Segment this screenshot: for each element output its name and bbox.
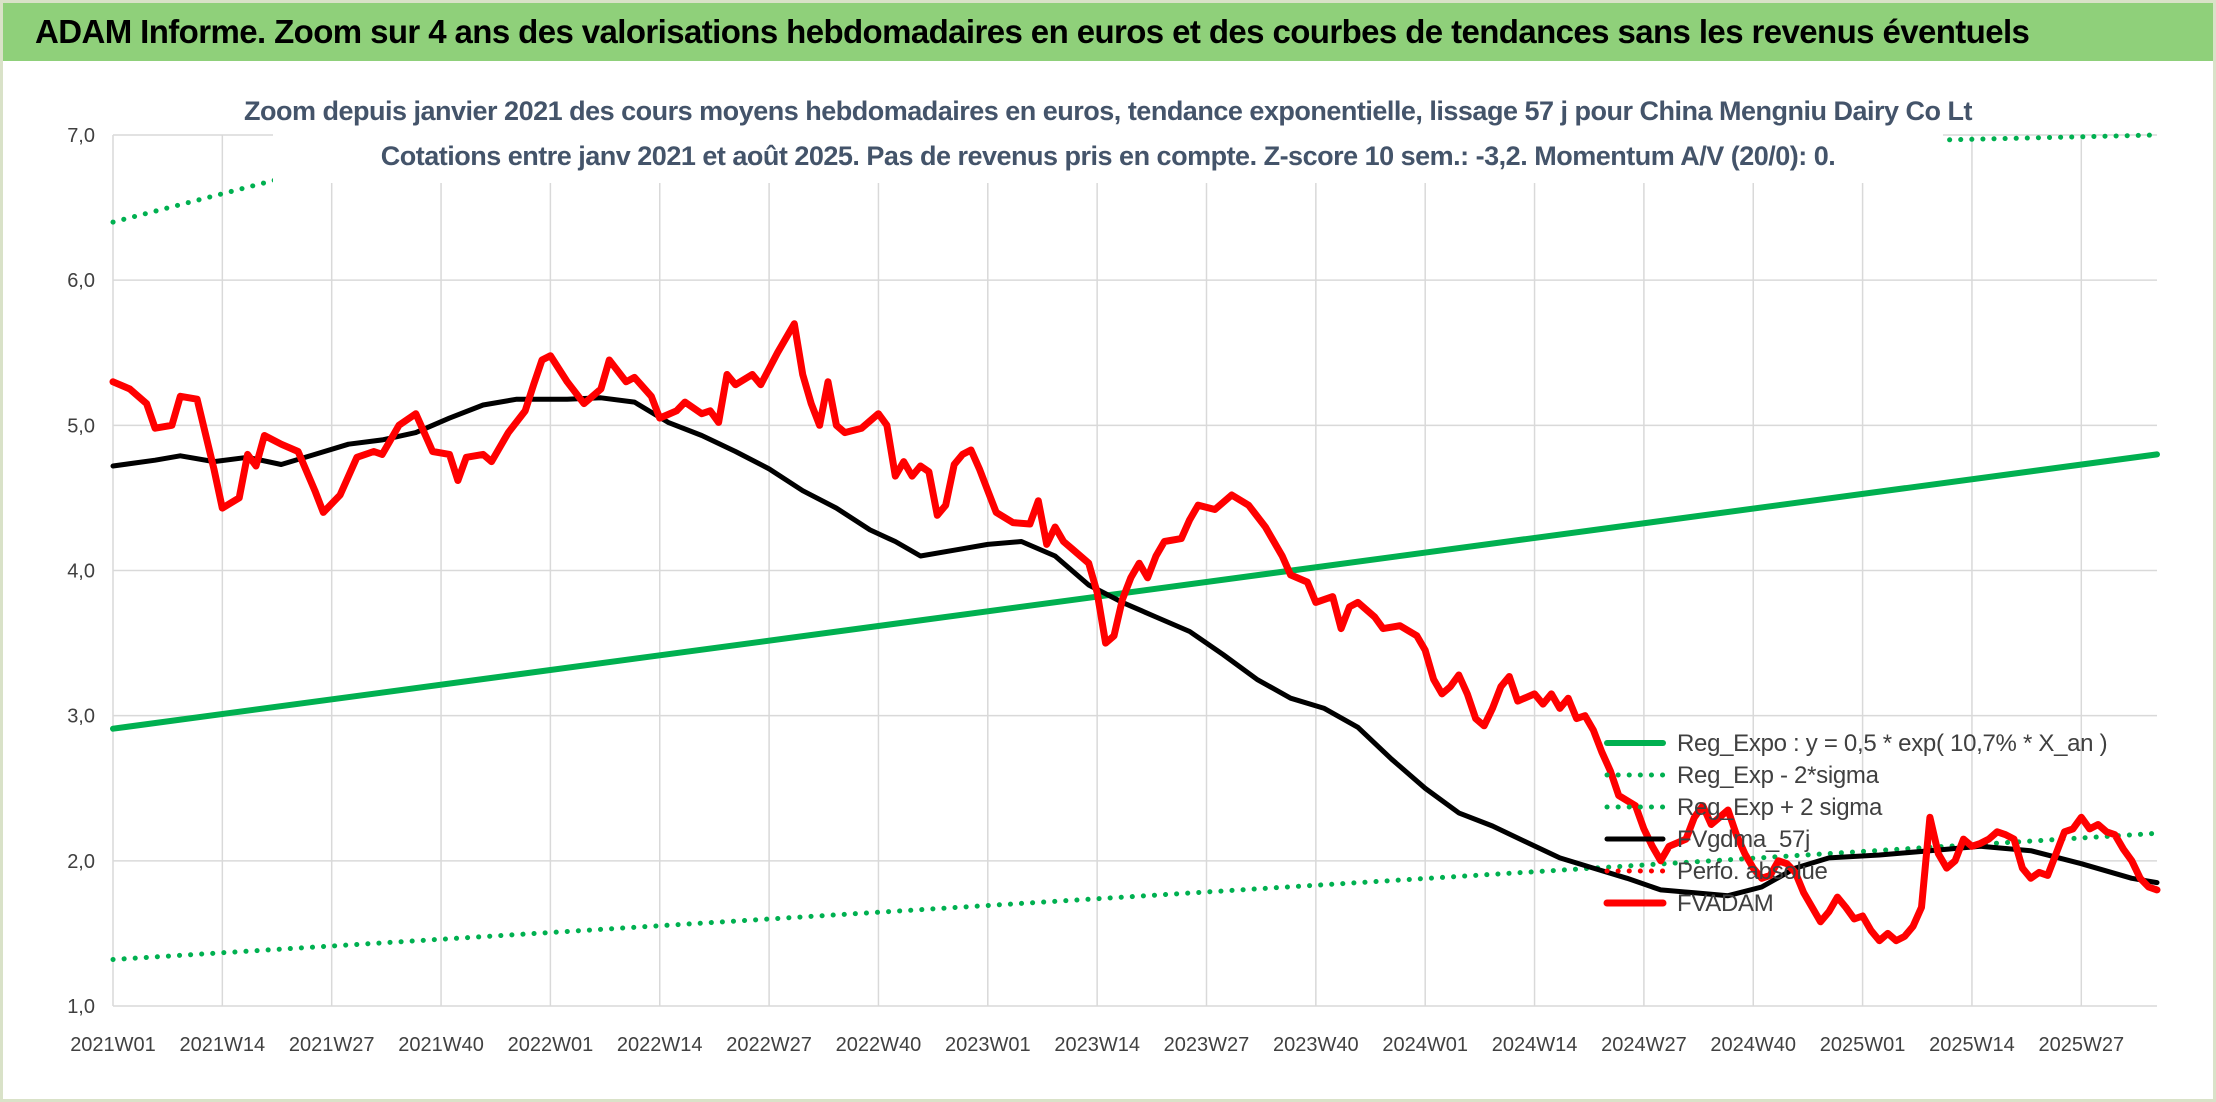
x-tick-label: 2021W01 — [70, 1034, 156, 1056]
x-tick-label: 2025W14 — [1929, 1034, 2015, 1056]
y-tick-label: 4,0 — [67, 561, 95, 583]
legend-label-5: FVADAM — [1677, 890, 1773, 917]
x-tick-label: 2023W14 — [1054, 1034, 1140, 1056]
x-tick-label: 2022W40 — [836, 1034, 922, 1056]
x-tick-label: 2024W27 — [1601, 1034, 1687, 1056]
y-tick-label: 2,0 — [67, 851, 95, 873]
legend-label-1: Reg_Exp - 2*sigma — [1677, 762, 1880, 789]
y-tick-label: 3,0 — [67, 706, 95, 728]
series-line-5 — [109, 320, 2161, 945]
report-banner: ADAM Informe. Zoom sur 4 ans des valoris… — [3, 3, 2213, 61]
x-tick-label: 2024W14 — [1492, 1034, 1578, 1056]
legend-label-4: Perfo. absolue — [1677, 858, 1828, 885]
series-line-0 — [110, 451, 2160, 732]
x-tick-label: 2025W01 — [1820, 1034, 1906, 1056]
y-axis-tick-labels: 1,0 2,0 3,0 4,0 5,0 6,0 7,0 — [67, 125, 95, 1018]
chart-titles: Zoom depuis janvier 2021 des cours moyen… — [244, 87, 1973, 183]
y-tick-label: 6,0 — [67, 270, 95, 292]
chart-title: Zoom depuis janvier 2021 des cours moyen… — [244, 96, 1972, 126]
x-axis-tick-labels: 2021W01 2021W14 2021W27 2021W40 2022W01 2022W… — [70, 1034, 2124, 1056]
x-tick-label: 2023W27 — [1164, 1034, 1250, 1056]
x-tick-label: 2024W01 — [1382, 1034, 1468, 1056]
y-tick-label: 7,0 — [67, 125, 95, 147]
series-lines — [109, 132, 2161, 962]
x-tick-label: 2025W27 — [2038, 1034, 2124, 1056]
x-tick-label: 2023W01 — [945, 1034, 1031, 1056]
x-tick-label: 2022W27 — [726, 1034, 812, 1056]
x-tick-label: 2021W27 — [289, 1034, 375, 1056]
x-tick-label: 2021W14 — [180, 1034, 266, 1056]
x-tick-label: 2023W40 — [1273, 1034, 1359, 1056]
legend: Reg_Expo : y = 0,5 * exp( 10,7% * X_an )… — [1603, 730, 2108, 917]
chart-subtitle: Cotations entre janv 2021 et août 2025. … — [381, 141, 1836, 171]
series-line-1 — [110, 830, 2160, 962]
legend-label-3: FVgdma_57j — [1677, 826, 1810, 853]
y-tick-label: 5,0 — [67, 415, 95, 437]
series-line-2 — [110, 132, 2160, 225]
x-tick-label: 2022W01 — [508, 1034, 594, 1056]
banner-title: ADAM Informe. Zoom sur 4 ans des valoris… — [35, 13, 2030, 50]
series-line-3 — [110, 395, 2160, 899]
legend-label-2: Reg_Exp + 2 sigma — [1677, 794, 1883, 821]
title-background — [273, 87, 1943, 183]
price-trend-chart: 1,02,03,04,05,06,07,0 2021W01 2021W14 2021… — [67, 87, 2161, 1056]
x-tick-label: 2021W40 — [398, 1034, 484, 1056]
x-tick-label: 2024W40 — [1710, 1034, 1796, 1056]
x-tick-label: 2022W14 — [617, 1034, 703, 1056]
legend-label-0: Reg_Expo : y = 0,5 * exp( 10,7% * X_an ) — [1677, 730, 2107, 757]
y-tick-label: 1,0 — [67, 996, 95, 1018]
